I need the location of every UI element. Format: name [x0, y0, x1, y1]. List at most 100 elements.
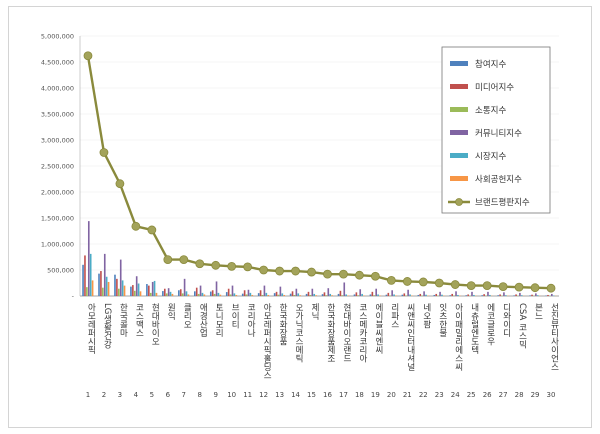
- bar: [84, 255, 86, 296]
- line-point: [115, 179, 125, 189]
- bar: [403, 293, 406, 296]
- x-index-label: 25: [467, 391, 476, 399]
- legend-entry: 미디어지수: [475, 82, 514, 93]
- x-index-label: 4: [134, 391, 139, 399]
- legend-entry: 시장지수: [475, 151, 506, 162]
- y-tick-label: 3,000,000: [41, 137, 74, 145]
- bar: [395, 295, 397, 296]
- category-label: 한국화장품: [278, 303, 288, 346]
- x-index-label: 22: [419, 391, 428, 399]
- bar: [241, 293, 244, 296]
- bar: [185, 291, 188, 296]
- bar: [419, 293, 422, 296]
- line-point: [195, 259, 205, 269]
- bar: [371, 291, 374, 296]
- category-label: 오가닉코스메틱: [294, 303, 304, 363]
- line-point: [179, 255, 189, 265]
- x-index-label: 12: [259, 391, 268, 399]
- category-label: 아이패밀리에스씨: [453, 302, 463, 371]
- bar: [225, 292, 228, 296]
- legend-entry: 소통지수: [475, 106, 506, 116]
- y-tick-label: -: [72, 293, 75, 301]
- bar: [439, 291, 441, 296]
- bar: [309, 294, 312, 296]
- category-label: 현대바이오랜드: [341, 303, 351, 363]
- category-label: 아모레퍼시픽: [86, 302, 96, 355]
- bar: [357, 295, 360, 296]
- category-label: 한국콜마: [118, 303, 128, 338]
- line-point: [514, 282, 524, 292]
- x-index-label: 29: [531, 391, 540, 399]
- bar: [331, 295, 333, 296]
- category-label: 브이티: [230, 303, 240, 329]
- bar: [435, 293, 438, 296]
- legend-entry: 참여지수: [475, 59, 506, 70]
- bar: [91, 280, 94, 296]
- bar: [291, 291, 294, 296]
- bar: [195, 287, 198, 296]
- bar: [401, 294, 404, 296]
- bar: [297, 293, 300, 296]
- y-tick-label: 4,000,000: [41, 85, 74, 93]
- legend-entry: 커뮤니티지수: [475, 128, 522, 139]
- y-tick-label: 500,000: [47, 267, 74, 275]
- category-label: 코리아나: [246, 303, 256, 338]
- chart-frame: - 500,000 1,000,000 1,500,000 2,000,000 2,500…: [8, 6, 592, 428]
- bar: [547, 294, 549, 296]
- bar: [227, 288, 230, 296]
- bar: [103, 253, 106, 296]
- line-point: [386, 275, 396, 285]
- x-index-label: 7: [182, 391, 186, 399]
- bar: [417, 294, 420, 296]
- bar: [551, 293, 553, 296]
- bar: [455, 291, 457, 296]
- bar: [283, 294, 286, 296]
- bar: [267, 294, 270, 296]
- bar: [377, 294, 379, 296]
- bar: [453, 295, 455, 296]
- line-point: [99, 148, 109, 157]
- y-tick-label: 1,000,000: [41, 241, 74, 249]
- bar: [503, 292, 505, 296]
- bar: [119, 259, 122, 296]
- bar: [323, 292, 326, 296]
- y-tick-label: 2,500,000: [41, 163, 74, 171]
- bar: [449, 295, 452, 296]
- category-label: 잇츠한불: [437, 302, 447, 337]
- bar: [211, 290, 214, 296]
- line-point: [418, 277, 428, 287]
- y-tick-label: 3,500,000: [41, 111, 74, 119]
- x-index-label: 14: [291, 391, 300, 399]
- x-index-label: 2: [102, 391, 106, 399]
- bar: [433, 294, 436, 296]
- bar: [339, 290, 342, 296]
- bar: [281, 293, 284, 296]
- bar: [263, 285, 266, 296]
- bar: [441, 294, 443, 296]
- bar: [391, 290, 393, 296]
- line-point: [307, 267, 316, 277]
- bar: [451, 293, 454, 296]
- x-index-label: 5: [150, 391, 154, 399]
- bar: [133, 290, 136, 296]
- bar: [505, 295, 507, 296]
- bar: [171, 293, 174, 296]
- bar: [146, 284, 148, 296]
- legend-swatch: [450, 176, 468, 181]
- bar: [139, 291, 142, 296]
- bar: [259, 290, 262, 296]
- line-point: [498, 282, 508, 292]
- bar: [181, 293, 184, 296]
- line-point: [323, 269, 332, 279]
- bar: [295, 288, 298, 296]
- bar: [341, 295, 344, 296]
- line-point: [370, 271, 380, 281]
- bar: [471, 291, 473, 296]
- x-index-label: 6: [166, 391, 171, 399]
- category-label: 토니모리: [214, 303, 224, 338]
- bar: [315, 295, 317, 296]
- bar: [201, 292, 204, 296]
- bar: [179, 289, 182, 296]
- bar: [102, 287, 104, 296]
- bar: [89, 253, 92, 296]
